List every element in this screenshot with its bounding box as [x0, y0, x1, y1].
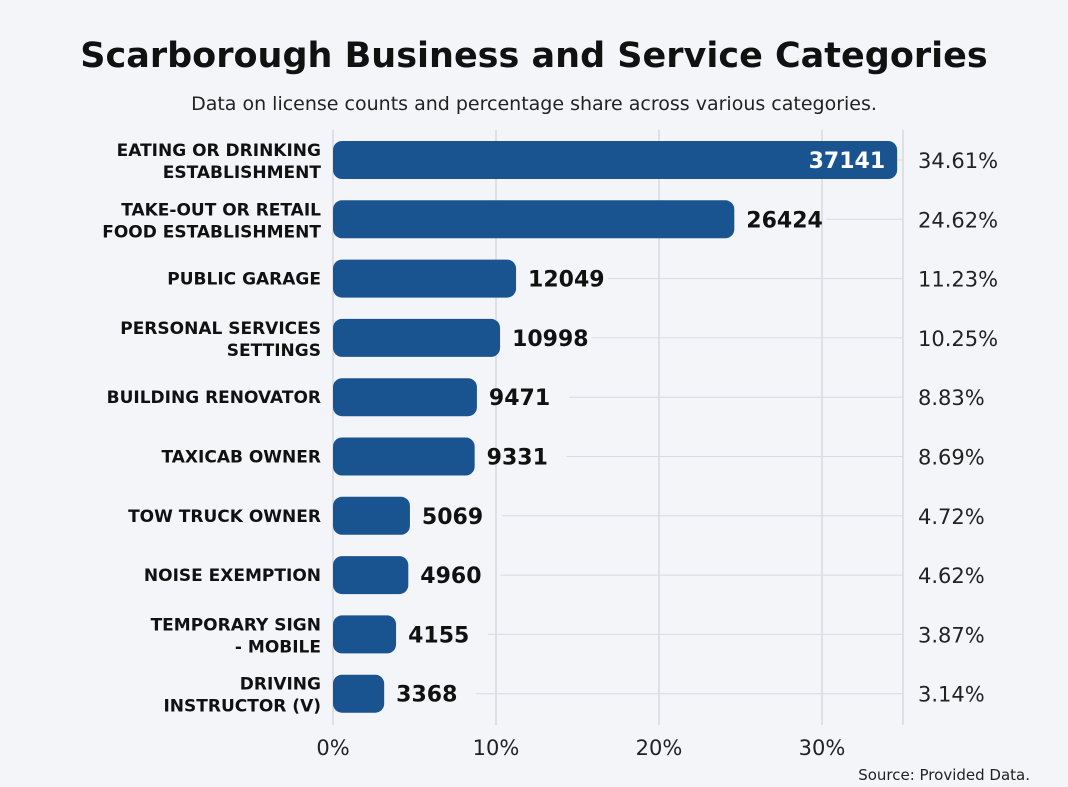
percent-label: 24.62%	[918, 208, 998, 232]
x-tick-label: 20%	[636, 736, 683, 760]
bar	[333, 200, 735, 239]
percent-label: 4.62%	[918, 564, 985, 588]
data-label: 26424	[746, 208, 823, 233]
category-label: TEMPORARY SIGN	[151, 615, 321, 635]
percent-label: 11.23%	[918, 268, 998, 292]
category-label: ESTABLISHMENT	[163, 163, 322, 183]
data-label: 9471	[489, 386, 550, 411]
chart-subtitle: Data on license counts and percentage sh…	[191, 93, 877, 115]
percent-label: 4.72%	[918, 505, 985, 529]
bar	[333, 259, 517, 298]
category-label: INSTRUCTOR (V)	[163, 697, 321, 717]
percent-label: 3.87%	[918, 623, 985, 647]
data-label: 37141	[809, 149, 886, 174]
data-label: 4155	[408, 623, 469, 648]
bar	[333, 141, 898, 179]
source-note: Source: Provided Data.	[858, 766, 1030, 784]
category-label: PERSONAL SERVICES	[120, 319, 321, 339]
percent-label: 8.83%	[918, 386, 985, 410]
bar	[333, 615, 397, 654]
percent-label: 8.69%	[918, 446, 985, 470]
category-label: EATING OR DRINKING	[117, 141, 321, 161]
data-label: 4960	[420, 564, 481, 589]
percent-label: 3.14%	[918, 683, 985, 707]
category-label: NOISE EXEMPTION	[144, 566, 321, 586]
bar	[333, 674, 385, 713]
category-label: TAXICAB OWNER	[161, 448, 321, 468]
data-label: 10998	[512, 327, 589, 352]
category-label: FOOD ESTABLISHMENT	[102, 222, 321, 242]
percent-label: 34.61%	[918, 149, 998, 173]
bar	[333, 318, 501, 357]
category-label: BUILDING RENOVATOR	[107, 388, 321, 408]
data-label: 12049	[528, 268, 605, 293]
category-label: TAKE-OUT OR RETAIL	[121, 200, 321, 220]
data-label: 3368	[396, 683, 457, 708]
bar	[333, 496, 410, 535]
category-label: - MOBILE	[235, 637, 321, 657]
x-tick-label: 30%	[799, 736, 846, 760]
data-label: 9331	[487, 446, 548, 471]
x-axis: 0% 10% 20% 30%	[316, 736, 845, 760]
bar	[333, 437, 475, 476]
bar	[333, 378, 477, 417]
x-tick-label: 0%	[316, 736, 349, 760]
category-label: SETTINGS	[227, 341, 321, 361]
category-label: TOW TRUCK OWNER	[128, 507, 321, 527]
data-label: 5069	[422, 505, 483, 530]
percent-label: 10.25%	[918, 327, 998, 351]
category-label: PUBLIC GARAGE	[167, 270, 321, 290]
bars: 37141 34.61% EATING OR DRINKINGESTABLISHME…	[102, 141, 998, 717]
bar	[333, 556, 409, 595]
category-label: DRIVING	[240, 675, 321, 695]
chart-title: Scarborough Business and Service Categor…	[80, 36, 987, 76]
x-tick-label: 10%	[473, 736, 520, 760]
